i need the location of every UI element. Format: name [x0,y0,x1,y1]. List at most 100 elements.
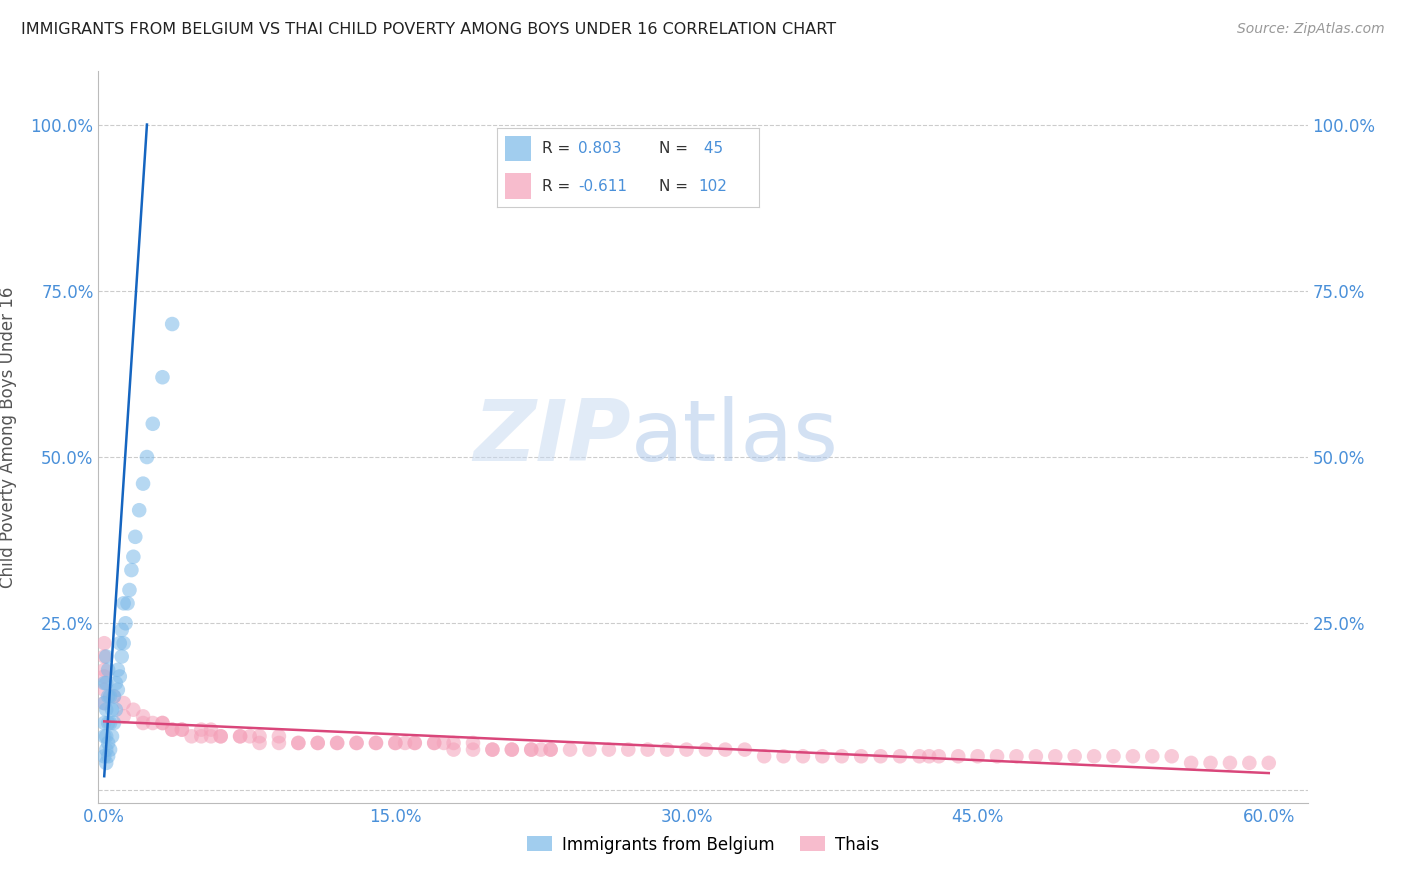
Point [190,723,212,737]
Point [540,742,562,756]
Point [108,669,131,683]
Point [97,716,120,731]
Point [384,736,406,750]
Point [966,749,988,764]
Point [96,703,118,717]
Point [136,450,159,464]
Point [346,736,368,750]
Point [111,649,134,664]
Point [831,749,853,764]
Point [96,742,118,756]
Point [96,756,118,770]
Point [104,703,127,717]
Point [249,729,271,743]
Point [229,729,252,743]
Point [97,663,120,677]
Text: IMMIGRANTS FROM BELGIUM VS THAI CHILD POVERTY AMONG BOYS UNDER 16 CORRELATION CH: IMMIGRANTS FROM BELGIUM VS THAI CHILD PO… [21,22,837,37]
Text: -0.611: -0.611 [578,178,627,194]
Point [540,742,562,756]
Point [918,749,941,764]
Point [190,729,212,743]
Point [598,742,620,756]
Point [307,736,329,750]
Point [107,682,129,697]
FancyBboxPatch shape [505,136,531,161]
Point [1063,749,1085,764]
Point [97,690,120,704]
Point [1045,749,1067,764]
Point [93,729,115,743]
Point [1005,749,1028,764]
Point [96,649,118,664]
Point [112,696,135,710]
Point [118,582,141,597]
Point [307,736,329,750]
Point [107,663,129,677]
Point [101,703,124,717]
Point [160,317,183,331]
Point [93,636,115,650]
Text: ZIP: ZIP [472,395,630,479]
Point [461,736,484,750]
Point [112,596,135,610]
Point [111,623,134,637]
Point [578,742,600,756]
Point [772,749,794,764]
Point [948,749,970,764]
Point [364,736,387,750]
Point [287,736,309,750]
Point [928,749,950,764]
Point [851,749,873,764]
Point [249,736,271,750]
Point [93,696,115,710]
Point [117,596,139,610]
Point [869,749,891,764]
Point [200,729,222,743]
Point [1239,756,1261,770]
Point [1102,749,1125,764]
Point [1025,749,1047,764]
Point [811,749,834,764]
Legend: Immigrants from Belgium, Thais: Immigrants from Belgium, Thais [520,829,886,860]
Point [908,749,931,764]
Point [792,749,814,764]
Point [93,682,115,697]
Point [209,729,232,743]
Point [128,503,150,517]
Point [889,749,911,764]
Point [98,742,121,756]
Point [481,742,503,756]
Point [104,676,127,690]
Point [287,736,309,750]
Point [637,742,659,756]
Point [122,703,145,717]
Point [132,709,155,723]
Point [1122,749,1144,764]
Point [124,530,146,544]
Point [97,749,120,764]
Point [481,742,503,756]
Point [132,476,155,491]
Point [142,417,165,431]
Point [93,649,115,664]
Point [93,749,115,764]
Point [120,563,142,577]
Point [108,636,131,650]
Text: N =: N = [659,141,693,156]
Point [655,742,678,756]
Point [443,736,465,750]
Point [98,690,121,704]
Point [1083,749,1105,764]
Point [1180,756,1202,770]
Point [112,709,135,723]
Text: R =: R = [541,141,575,156]
Point [433,736,456,750]
Point [423,736,446,750]
Point [267,729,290,743]
Y-axis label: Child Poverty Among Boys Under 16: Child Poverty Among Boys Under 16 [0,286,17,588]
Point [112,636,135,650]
Point [180,729,202,743]
Point [229,729,252,743]
Point [267,736,290,750]
Point [752,749,775,764]
